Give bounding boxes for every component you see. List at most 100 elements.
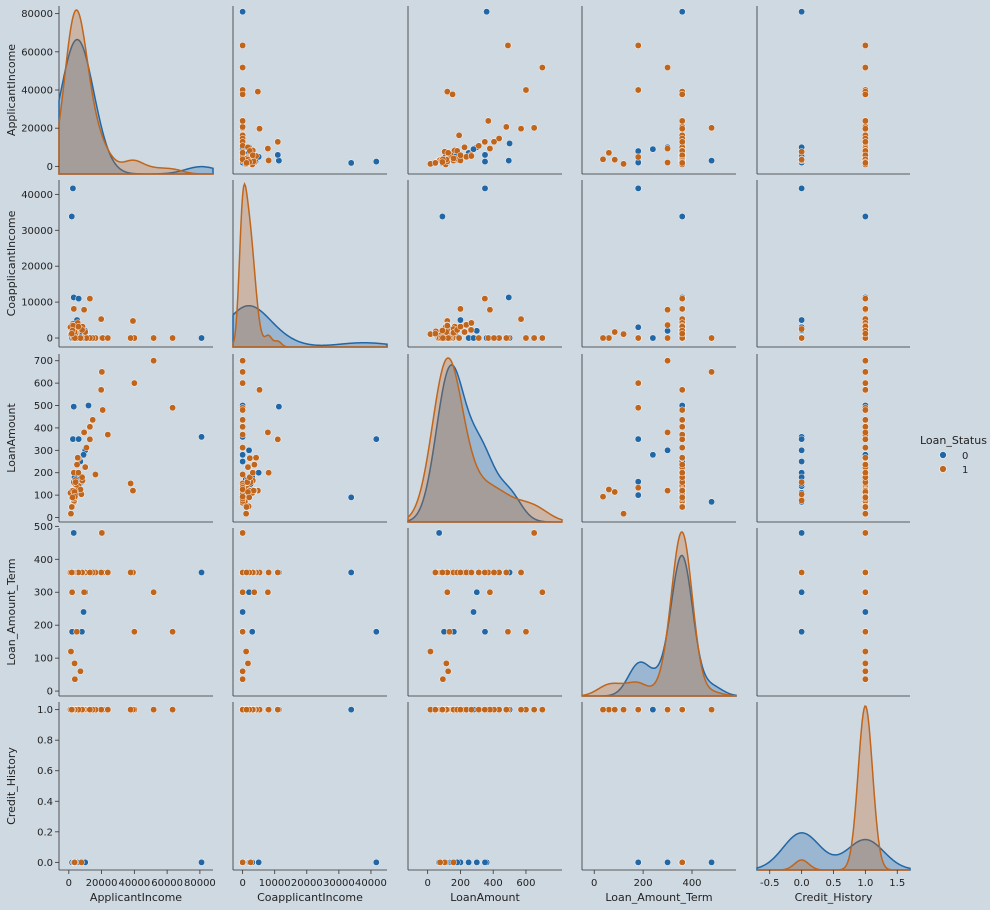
point-Credit_History-LoanAmount-series-0: [465, 858, 473, 866]
point-Credit_History-ApplicantIncome-series-0: [198, 858, 205, 866]
point-Loan_Amount_Term-ApplicantIncome-series-1: [97, 569, 105, 576]
point-CoapplicantIncome-LoanAmount-series-1: [456, 323, 464, 331]
point-LoanAmount-Loan_Amount_Term-series-0: [649, 451, 657, 459]
point-Loan_Amount_Term-Credit_History-series-1: [861, 675, 869, 683]
point-CoapplicantIncome-ApplicantIncome-series-1: [70, 305, 78, 313]
point-ApplicantIncome-CoapplicantIncome-series-1: [264, 145, 272, 153]
point-Loan_Amount_Term-ApplicantIncome-series-0: [198, 569, 205, 576]
point-LoanAmount-CoapplicantIncome-series-0: [347, 493, 355, 501]
point-CoapplicantIncome-Credit_History-series-0: [861, 213, 869, 220]
point-LoanAmount-CoapplicantIncome-series-1: [239, 493, 247, 501]
point-Credit_History-CoapplicantIncome-series-1: [243, 706, 250, 714]
point-LoanAmount-ApplicantIncome-series-1: [78, 473, 86, 481]
point-CoapplicantIncome-LoanAmount-series-0: [473, 327, 481, 335]
point-Loan_Amount_Term-LoanAmount-series-1: [475, 569, 483, 576]
point-Loan_Amount_Term-LoanAmount-series-1: [431, 569, 439, 576]
point-ApplicantIncome-Credit_History-series-1: [861, 90, 869, 98]
point-LoanAmount-ApplicantIncome-series-1: [81, 463, 89, 471]
point-Loan_Amount_Term-CoapplicantIncome-series-1: [239, 675, 247, 683]
point-LoanAmount-Loan_Amount_Term-series-1: [678, 406, 686, 414]
point-LoanAmount-CoapplicantIncome-series-1: [243, 503, 250, 511]
point-CoapplicantIncome-ApplicantIncome-series-1: [129, 317, 137, 325]
y-tick-label: 500: [34, 522, 53, 533]
point-CoapplicantIncome-ApplicantIncome-series-1: [97, 315, 105, 323]
point-LoanAmount-ApplicantIncome-series-1: [69, 493, 77, 501]
point-LoanAmount-ApplicantIncome-series-0: [69, 435, 77, 443]
point-ApplicantIncome-LoanAmount-series-0: [470, 145, 477, 153]
point-ApplicantIncome-LoanAmount-series-0: [481, 151, 489, 159]
point-ApplicantIncome-Loan_Amount_Term-series-1: [664, 159, 672, 167]
y-tick-label: 600: [34, 379, 53, 390]
point-LoanAmount-Loan_Amount_Term-series-1: [678, 416, 686, 424]
point-ApplicantIncome-CoapplicantIncome-series-1: [265, 157, 273, 164]
point-LoanAmount-Loan_Amount_Term-series-1: [634, 379, 642, 387]
point-CoapplicantIncome-Loan_Amount_Term-series-1: [664, 334, 672, 342]
point-LoanAmount-Loan_Amount_Term-series-1: [611, 488, 619, 496]
panel-ApplicantIncome-vs-CoapplicantIncome: [232, 6, 387, 175]
point-Credit_History-ApplicantIncome-series-1: [86, 706, 94, 714]
point-Credit_History-Loan_Amount_Term-series-1: [708, 706, 716, 714]
y-tick-label: 10000: [21, 298, 53, 309]
x-tick-label: 20000: [291, 878, 323, 889]
point-Loan_Amount_Term-CoapplicantIncome-series-1: [265, 569, 273, 576]
legend-label-1: 1: [962, 465, 968, 476]
y-tick-label: 500: [34, 401, 53, 412]
point-LoanAmount-Loan_Amount_Term-series-0: [664, 446, 672, 454]
point-LoanAmount-CoapplicantIncome-series-1: [245, 493, 253, 501]
panel-ApplicantIncome-vs-Loan_Amount_Term: [581, 6, 736, 175]
point-ApplicantIncome-LoanAmount-series-1: [530, 124, 538, 132]
point-CoapplicantIncome-LoanAmount-series-0: [438, 213, 446, 220]
kde-LoanAmount-series-0: [407, 364, 562, 523]
point-LoanAmount-Loan_Amount_Term-series-1: [605, 486, 613, 493]
point-ApplicantIncome-Credit_History-series-1: [861, 159, 869, 167]
point-Loan_Amount_Term-ApplicantIncome-series-0: [70, 529, 78, 537]
point-Loan_Amount_Term-ApplicantIncome-series-0: [80, 608, 88, 616]
point-CoapplicantIncome-Loan_Amount_Term-series-0: [678, 213, 686, 220]
point-Loan_Amount_Term-LoanAmount-series-1: [444, 667, 452, 675]
point-ApplicantIncome-LoanAmount-series-0: [505, 157, 513, 165]
point-Credit_History-Loan_Amount_Term-series-1: [678, 858, 686, 866]
y-tick-label: 40000: [21, 190, 53, 201]
point-Loan_Amount_Term-Credit_History-series-0: [798, 529, 806, 537]
point-Loan_Amount_Term-LoanAmount-series-1: [538, 588, 546, 596]
point-Credit_History-ApplicantIncome-series-1: [104, 706, 112, 714]
point-Loan_Amount_Term-ApplicantIncome-series-1: [130, 628, 138, 636]
point-Loan_Amount_Term-LoanAmount-series-0: [473, 588, 481, 596]
point-CoapplicantIncome-Loan_Amount_Term-series-1: [678, 305, 686, 313]
point-CoapplicantIncome-LoanAmount-series-1: [467, 319, 475, 327]
point-Credit_History-LoanAmount-series-1: [431, 706, 439, 714]
point-Loan_Amount_Term-CoapplicantIncome-series-1: [274, 569, 282, 576]
point-Loan_Amount_Term-LoanAmount-series-1: [522, 628, 530, 636]
point-LoanAmount-ApplicantIncome-series-1: [150, 357, 158, 365]
point-Credit_History-ApplicantIncome-series-1: [127, 706, 135, 714]
point-ApplicantIncome-CoapplicantIncome-series-1: [239, 149, 247, 157]
y-tick-label: 0: [47, 513, 53, 524]
panel-ApplicantIncome-vs-LoanAmount: [407, 6, 562, 175]
point-LoanAmount-CoapplicantIncome-series-0: [239, 458, 247, 465]
point-CoapplicantIncome-LoanAmount-series-1: [439, 334, 447, 342]
point-Credit_History-ApplicantIncome-series-1: [71, 858, 79, 866]
point-LoanAmount-CoapplicantIncome-series-1: [256, 386, 263, 394]
point-Credit_History-LoanAmount-series-1: [438, 706, 446, 714]
point-ApplicantIncome-LoanAmount-series-1: [467, 152, 475, 160]
point-Loan_Amount_Term-LoanAmount-series-1: [446, 628, 453, 636]
y-tick-label: 40000: [21, 86, 53, 97]
point-CoapplicantIncome-Loan_Amount_Term-series-1: [634, 334, 642, 342]
point-LoanAmount-ApplicantIncome-series-0: [75, 435, 83, 443]
point-LoanAmount-ApplicantIncome-series-0: [198, 433, 205, 441]
point-Loan_Amount_Term-Credit_History-series-1: [861, 529, 869, 537]
point-Credit_History-ApplicantIncome-series-1: [97, 706, 105, 714]
x-tick-label: 30000: [323, 878, 355, 889]
point-CoapplicantIncome-Credit_History-series-1: [861, 295, 869, 303]
point-CoapplicantIncome-Loan_Amount_Term-series-1: [708, 334, 716, 342]
point-LoanAmount-Loan_Amount_Term-series-1: [664, 428, 672, 436]
point-Loan_Amount_Term-LoanAmount-series-1: [442, 659, 450, 667]
y-axis-label-Credit_History: Credit_History: [5, 747, 18, 825]
point-ApplicantIncome-Credit_History-series-1: [861, 138, 869, 146]
point-Loan_Amount_Term-Credit_History-series-1: [861, 659, 869, 667]
point-LoanAmount-Loan_Amount_Term-series-1: [678, 386, 686, 394]
point-ApplicantIncome-LoanAmount-series-1: [461, 143, 468, 151]
point-Loan_Amount_Term-Credit_History-series-0: [798, 628, 806, 636]
point-Credit_History-LoanAmount-series-0: [473, 858, 481, 866]
x-tick-label: 0: [424, 878, 430, 889]
